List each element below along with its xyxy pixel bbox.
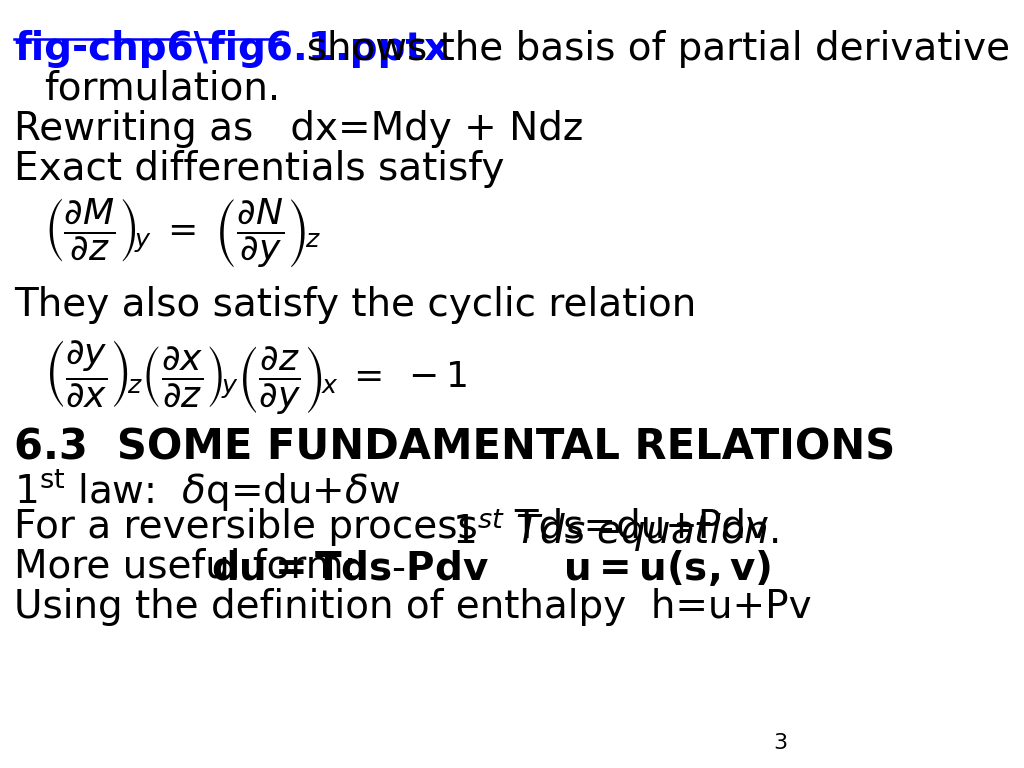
Text: formulation.: formulation. — [44, 70, 280, 108]
Text: $\mathbf{du=Tds\text{-}Pdv}$$\quad\quad$$\mathbf{u=u(s,v)}$: $\mathbf{du=Tds\text{-}Pdv}$$\quad\quad$… — [211, 548, 771, 588]
Text: 3: 3 — [773, 733, 787, 753]
Text: shows the basis of partial derivative: shows the basis of partial derivative — [283, 30, 1011, 68]
Text: For a reversible process   Tds=du+Pdv: For a reversible process Tds=du+Pdv — [14, 508, 794, 546]
Text: Exact differentials satisfy: Exact differentials satisfy — [14, 150, 505, 188]
Text: $\left(\dfrac{\partial y}{\partial x}\right)_{\!z}$$\left(\dfrac{\partial x}{\pa: $\left(\dfrac{\partial y}{\partial x}\ri… — [44, 338, 467, 416]
Text: $\left(\dfrac{\partial M}{\partial z}\right)_{\!y}$$\;=\;$$\left(\dfrac{\partial: $\left(\dfrac{\partial M}{\partial z}\ri… — [44, 196, 321, 270]
Text: Using the definition of enthalpy  h=u+Pv: Using the definition of enthalpy h=u+Pv — [14, 588, 812, 626]
Text: 6.3  SOME FUNDAMENTAL RELATIONS: 6.3 SOME FUNDAMENTAL RELATIONS — [14, 426, 896, 468]
Text: fig-chp6\fig6.1.pptx: fig-chp6\fig6.1.pptx — [14, 30, 450, 68]
Text: Rewriting as   dx=Mdy + Ndz: Rewriting as dx=Mdy + Ndz — [14, 110, 584, 148]
Text: 1$^{\mathsf{st}}$ law:  $\delta$q=du+$\delta$w: 1$^{\mathsf{st}}$ law: $\delta$q=du+$\de… — [14, 468, 400, 515]
Text: They also satisfy the cyclic relation: They also satisfy the cyclic relation — [14, 286, 696, 324]
Text: $\mathbf{\mathit{1}}^{\mathbf{\mathit{st}}}$$\mathbf{\mathit{\ Tds\ equation}}$.: $\mathbf{\mathit{1}}^{\mathbf{\mathit{st… — [452, 508, 778, 554]
Text: More useful form:: More useful form: — [14, 548, 394, 586]
